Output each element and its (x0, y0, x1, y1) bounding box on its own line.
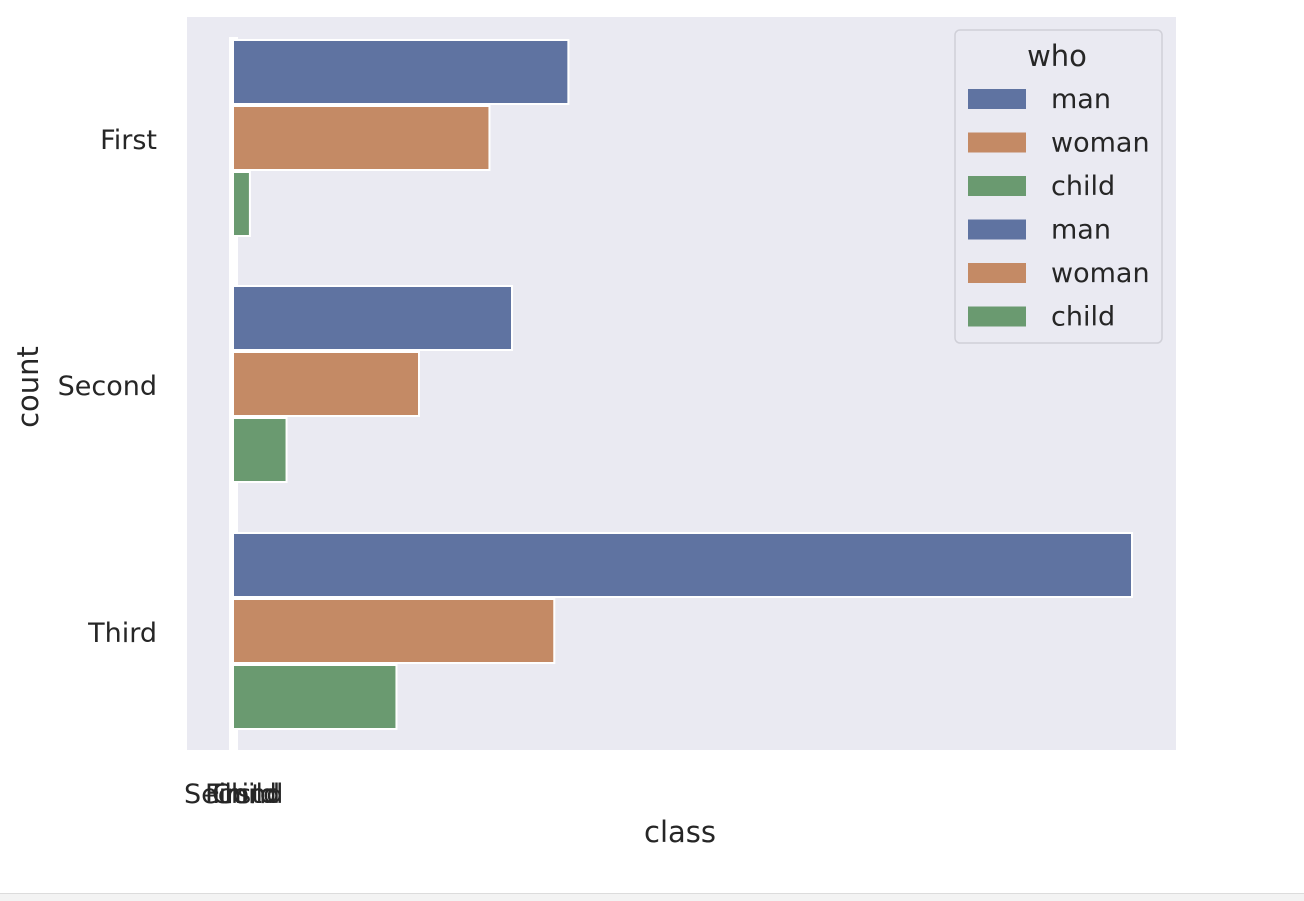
y-tick-label-third: Third (87, 618, 157, 649)
legend-label-woman: woman (1051, 128, 1150, 159)
bar-child-third (232, 664, 398, 730)
bar-man-third (232, 532, 1133, 598)
legend-swatch-woman (968, 132, 1026, 153)
bar-woman-second (232, 351, 420, 417)
x-tick-label-first: First (205, 779, 262, 810)
legend-swatch-child (968, 176, 1026, 196)
bar-child-first (232, 171, 251, 237)
legend-label-child: child (1051, 302, 1115, 333)
x-axis-label: class (644, 815, 716, 849)
legend-label-child: child (1051, 171, 1115, 202)
legend-swatch-child (968, 306, 1026, 327)
bar-man-second (232, 285, 513, 351)
x-tick-label-child: Child (212, 779, 280, 810)
x-tick-label-third: Third (207, 779, 277, 810)
legend-swatch-woman (968, 263, 1026, 283)
bars-layer (229, 37, 1133, 750)
bar-man-first (232, 39, 570, 105)
legend: who man woman child man woman child (954, 29, 1163, 344)
y-tick-labels: First Second Third (58, 125, 157, 649)
x-tick-label-second: Second (184, 779, 283, 810)
bar-child-second (232, 417, 288, 483)
legend-entries: man woman child man woman child (968, 84, 1150, 333)
legend-swatch-man (968, 89, 1026, 109)
legend-label-man: man (1051, 84, 1111, 115)
y-tick-label-second: Second (58, 371, 157, 402)
bar-woman-third (232, 598, 556, 664)
bottom-scroll-strip (0, 893, 1304, 901)
legend-label-man: man (1051, 215, 1111, 246)
bar-woman-first (232, 105, 491, 171)
legend-label-woman: woman (1051, 258, 1150, 289)
y-tick-label-first: First (100, 125, 157, 156)
y-axis-label: count (11, 346, 45, 428)
legend-swatch-man (968, 219, 1026, 240)
legend-title: who (1027, 39, 1087, 73)
